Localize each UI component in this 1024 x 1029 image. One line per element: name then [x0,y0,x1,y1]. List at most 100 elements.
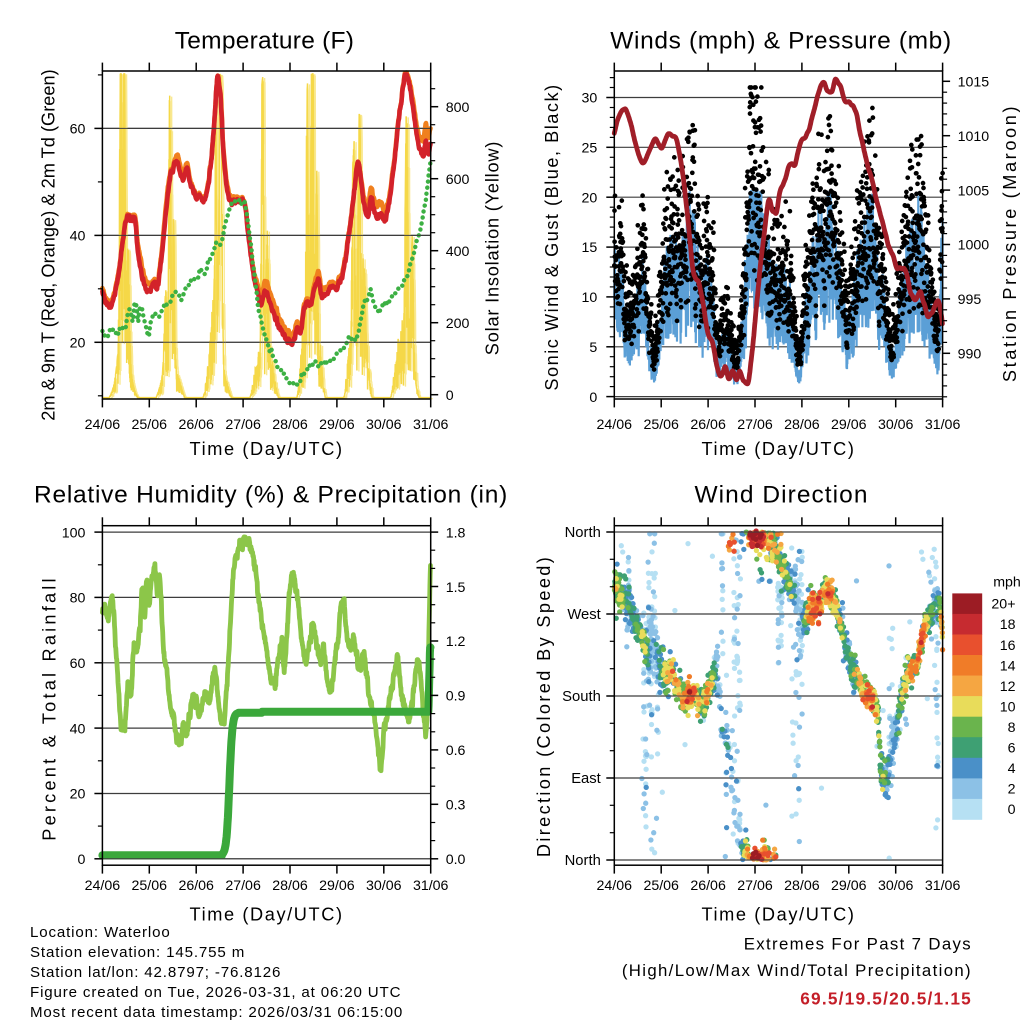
svg-text:29/06: 29/06 [831,417,867,433]
svg-text:Percent & Total Rainfall: Percent & Total Rainfall [40,575,60,841]
svg-text:28/06: 28/06 [272,417,308,433]
svg-text:West: West [567,607,600,623]
svg-text:Sonic Wind & Gust (Blue, Black: Sonic Wind & Gust (Blue, Black) [542,83,562,390]
svg-text:0: 0 [1008,802,1016,818]
svg-text:1000: 1000 [958,238,990,254]
svg-text:400: 400 [446,244,470,260]
svg-text:60: 60 [70,656,86,672]
svg-text:800: 800 [446,100,470,116]
svg-text:29/06: 29/06 [831,878,867,894]
svg-text:5: 5 [589,340,597,356]
svg-text:30: 30 [582,91,598,107]
svg-text:Winds (mph) & Pressure (mb): Winds (mph) & Pressure (mb) [610,28,952,55]
svg-text:27/06: 27/06 [737,417,773,433]
svg-text:31/06: 31/06 [413,417,449,433]
svg-text:30/06: 30/06 [878,878,914,894]
svg-text:1.2: 1.2 [446,634,466,650]
svg-text:60: 60 [70,122,86,138]
svg-text:16: 16 [1000,638,1016,654]
svg-text:20+: 20+ [991,597,1015,613]
svg-text:0.6: 0.6 [446,743,466,759]
svg-text:10: 10 [1000,699,1016,715]
svg-text:600: 600 [446,172,470,188]
svg-text:0: 0 [78,852,86,868]
svg-text:15: 15 [582,240,598,256]
svg-text:0.9: 0.9 [446,689,466,705]
svg-text:30/06: 30/06 [366,878,402,894]
svg-text:25/06: 25/06 [643,878,679,894]
svg-text:28/06: 28/06 [784,878,820,894]
svg-text:0: 0 [589,390,597,406]
svg-text:Location: Waterloo: Location: Waterloo [30,924,171,941]
svg-text:14: 14 [1000,658,1016,674]
svg-text:Time (Day/UTC): Time (Day/UTC) [190,905,344,925]
svg-text:0.3: 0.3 [446,798,466,814]
svg-text:25/06: 25/06 [643,417,679,433]
svg-text:20: 20 [70,336,86,352]
svg-text:24/06: 24/06 [85,878,121,894]
svg-text:27/06: 27/06 [225,417,261,433]
svg-text:27/06: 27/06 [737,878,773,894]
svg-text:27/06: 27/06 [225,878,261,894]
svg-text:Station Pressure (Maroon): Station Pressure (Maroon) [1000,104,1020,382]
svg-text:Time (Day/UTC): Time (Day/UTC) [190,439,344,459]
svg-text:31/06: 31/06 [413,878,449,894]
svg-text:Station lat/lon: 42.8797; -76.: Station lat/lon: 42.8797; -76.8126 [30,964,281,981]
svg-text:20: 20 [582,190,598,206]
svg-text:1005: 1005 [958,183,990,199]
svg-text:South: South [562,689,601,705]
svg-text:995: 995 [958,292,982,308]
svg-text:Extremes For Past 7 Days: Extremes For Past 7 Days [744,935,972,954]
svg-text:2m & 9m T (Red, Orange) & 2m T: 2m & 9m T (Red, Orange) & 2m Td (Green) [39,69,59,421]
svg-text:26/06: 26/06 [178,417,214,433]
svg-text:40: 40 [70,721,86,737]
svg-text:Most recent data timestamp: 20: Most recent data timestamp: 2026/03/31 0… [30,1004,403,1021]
svg-text:1.5: 1.5 [446,580,466,596]
svg-text:29/06: 29/06 [319,878,355,894]
svg-text:Wind Direction: Wind Direction [695,481,869,508]
svg-text:25/06: 25/06 [132,878,168,894]
svg-text:North: North [565,525,601,541]
svg-text:0: 0 [446,388,454,404]
svg-text:24/06: 24/06 [597,417,633,433]
svg-text:Direction (Colored By Speed): Direction (Colored By Speed) [534,555,554,857]
svg-text:30/06: 30/06 [878,417,914,433]
svg-text:26/06: 26/06 [690,878,726,894]
svg-text:26/06: 26/06 [690,417,726,433]
svg-text:100: 100 [62,525,86,541]
svg-text:24/06: 24/06 [597,878,633,894]
svg-text:12: 12 [1000,679,1016,695]
svg-text:1010: 1010 [958,129,990,145]
svg-text:18: 18 [1000,617,1016,633]
svg-text:69.5/19.5/20.5/1.15: 69.5/19.5/20.5/1.15 [800,989,972,1009]
svg-text:Figure created on Tue, 2026-03: Figure created on Tue, 2026-03-31, at 06… [30,984,401,1001]
svg-text:8: 8 [1008,720,1016,736]
svg-text:40: 40 [70,229,86,245]
svg-text:26/06: 26/06 [178,878,214,894]
svg-text:Station elevation: 145.755 m: Station elevation: 145.755 m [30,944,245,961]
svg-text:1.8: 1.8 [446,525,466,541]
svg-text:6: 6 [1008,741,1016,757]
svg-text:990: 990 [958,347,982,363]
svg-text:31/06: 31/06 [925,878,961,894]
svg-text:Time (Day/UTC): Time (Day/UTC) [701,905,855,925]
svg-text:30/06: 30/06 [366,417,402,433]
svg-text:20: 20 [70,787,86,803]
svg-text:10: 10 [582,290,598,306]
svg-text:4: 4 [1008,761,1016,777]
svg-text:(High/Low/Max Wind/Total Preci: (High/Low/Max Wind/Total Precipitation) [622,961,972,980]
svg-text:Time (Day/UTC): Time (Day/UTC) [701,439,855,459]
svg-text:28/06: 28/06 [272,878,308,894]
svg-text:0.0: 0.0 [446,852,466,868]
svg-text:Solar Insolation (Yellow): Solar Insolation (Yellow) [483,141,503,355]
svg-text:24/06: 24/06 [85,417,121,433]
svg-text:2: 2 [1008,782,1016,798]
svg-text:25/06: 25/06 [132,417,168,433]
svg-text:Relative Humidity (%) & Precip: Relative Humidity (%) & Precipitation (i… [34,482,508,509]
svg-text:East: East [571,771,601,787]
svg-text:Temperature (F): Temperature (F) [175,28,354,55]
svg-text:25: 25 [582,141,598,157]
svg-text:North: North [565,853,601,869]
svg-text:28/06: 28/06 [784,417,820,433]
svg-text:mph: mph [993,574,1021,590]
